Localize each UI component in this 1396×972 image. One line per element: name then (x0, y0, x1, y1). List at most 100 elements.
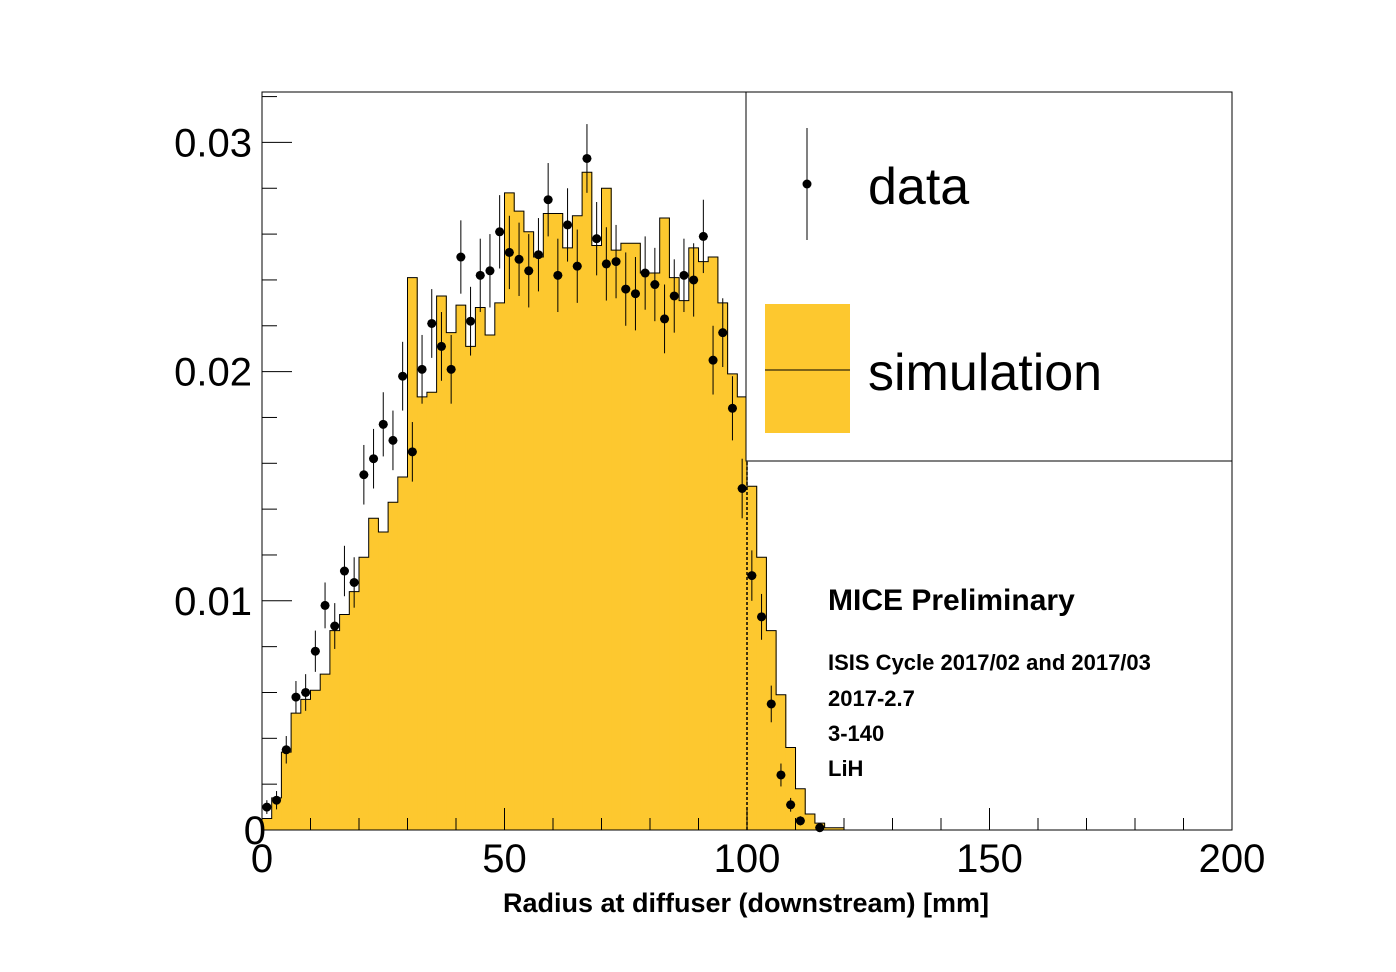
annotation-isis-cycle: ISIS Cycle 2017/02 and 2017/03 (828, 650, 1151, 675)
legend: data simulation (745, 91, 1233, 462)
data-point (786, 800, 796, 810)
data-point (436, 341, 446, 351)
legend-data-marker (802, 179, 812, 189)
simulation-bar (475, 307, 486, 830)
annotation-run-setting: 2017-2.7 (828, 686, 915, 711)
annotation-mice-preliminary: MICE Preliminary (828, 584, 1075, 617)
data-point (466, 316, 476, 326)
simulation-bar (727, 373, 738, 830)
data-point (815, 823, 825, 833)
x-axis-tick-labels: 0 50 100 150 200 (251, 837, 1266, 881)
data-point (330, 621, 340, 631)
data-point (630, 289, 640, 299)
simulation-bar (388, 502, 399, 830)
simulation-bar (310, 690, 321, 830)
data-point (320, 600, 330, 610)
data-point (485, 266, 495, 276)
x-axis-ticks (261, 808, 1233, 830)
data-point (301, 687, 311, 697)
data-point (533, 250, 543, 260)
data-point (572, 261, 582, 271)
simulation-bar (504, 192, 515, 830)
data-point (427, 318, 437, 328)
simulation-bar (329, 630, 341, 830)
simulation-bar (834, 827, 845, 830)
legend-simulation-swatch (765, 304, 850, 433)
x-tick-label: 100 (714, 837, 781, 881)
simulation-bar (339, 614, 350, 830)
simulation-bar (446, 332, 457, 830)
simulation-bar (378, 532, 389, 830)
simulation-bar (601, 188, 612, 830)
simulation-bar (465, 346, 476, 830)
simulation-bar (688, 247, 700, 830)
y-axis-ticks (262, 96, 292, 831)
annotation-beam-setting: 3-140 (828, 721, 884, 746)
data-point (262, 802, 272, 812)
data-point (553, 270, 563, 280)
data-point (339, 566, 349, 576)
simulation-bar (262, 818, 273, 830)
simulation-bar (756, 557, 767, 830)
simulation-bar (436, 295, 447, 831)
data-point (669, 291, 679, 301)
simulation-bar (795, 788, 806, 830)
data-point (776, 770, 786, 780)
data-point (563, 220, 573, 230)
annotation-absorber: LiH (828, 756, 863, 781)
simulation-bar (824, 827, 835, 830)
data-point (349, 577, 359, 587)
simulation-bar (300, 699, 312, 830)
simulation-bar (766, 630, 777, 830)
simulation-bar (785, 747, 797, 830)
data-point (708, 355, 718, 365)
data-point (378, 419, 388, 429)
x-tick-label: 200 (1199, 837, 1266, 881)
data-point (310, 646, 320, 656)
simulation-bar (630, 243, 641, 830)
y-axis-tick-labels: 0 0.01 0.02 0.03 (174, 121, 266, 853)
simulation-bar (281, 752, 292, 830)
simulation-bar (426, 392, 438, 830)
y-tick-label: 0 (244, 809, 266, 853)
simulation-bar (320, 674, 331, 830)
data-point (718, 328, 728, 338)
data-point (592, 234, 602, 244)
data-point (611, 257, 621, 267)
simulation-bar (397, 477, 409, 830)
simulation-bar (359, 557, 370, 830)
data-point (475, 270, 485, 280)
simulation-bar (650, 273, 661, 830)
data-point (689, 275, 699, 285)
data-point (582, 153, 592, 163)
x-tick-label: 50 (482, 837, 527, 881)
simulation-bar (553, 213, 564, 830)
simulation-bar (417, 396, 428, 830)
data-point (621, 284, 631, 294)
simulation-bar (562, 247, 573, 830)
data-point (495, 227, 505, 237)
y-tick-label: 0.02 (174, 351, 252, 395)
simulation-histogram (262, 172, 845, 831)
y-tick-label: 0.01 (174, 580, 252, 624)
data-point (543, 195, 553, 205)
simulation-bar (679, 300, 690, 831)
data-point (446, 364, 456, 374)
data-point (660, 314, 670, 324)
x-tick-label: 0 (251, 837, 273, 881)
simulation-bar (533, 257, 544, 830)
simulation-bar (708, 257, 719, 830)
y-tick-label: 0.03 (174, 121, 252, 165)
simulation-bar (485, 334, 496, 830)
legend-data-label: data (868, 158, 969, 216)
data-point (601, 259, 611, 269)
simulation-bar (494, 302, 506, 830)
data-point (272, 795, 282, 805)
x-tick-label: 150 (956, 837, 1023, 881)
simulation-bar (572, 215, 583, 830)
data-point (504, 247, 514, 257)
simulation-bar (620, 243, 632, 830)
simulation-bar (368, 518, 379, 830)
data-point (398, 371, 408, 381)
